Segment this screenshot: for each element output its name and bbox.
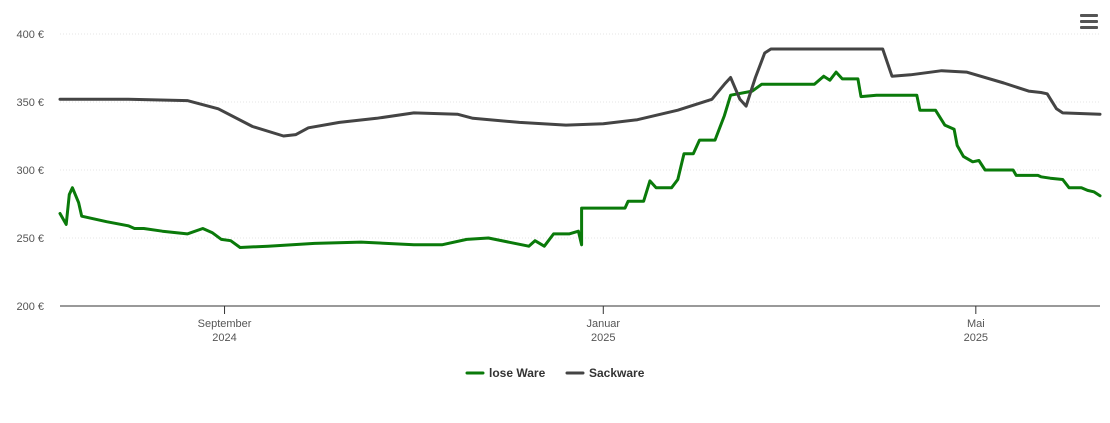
y-tick-label: 400 € [16, 29, 44, 41]
series-group [58, 47, 1102, 249]
y-tick-label: 350 € [16, 97, 44, 109]
y-tick-label: 300 € [16, 165, 44, 177]
legend-label: lose Ware [489, 366, 546, 380]
x-tick-label-month: September [198, 318, 252, 330]
series-line-lose-ware[interactable] [58, 70, 1102, 249]
x-tick-label-year: 2025 [964, 332, 988, 344]
legend-item-sackware[interactable]: Sackware [565, 366, 645, 380]
y-tick-label: 250 € [16, 233, 44, 245]
axes: 200 € 250 € 300 € 350 € 400 € September 2024 Ja… [16, 29, 1100, 344]
legend-label: Sackware [589, 366, 645, 380]
x-tick-label-month: Mai [967, 318, 985, 330]
x-tick-label-month: Januar [586, 318, 620, 330]
x-tick-label-year: 2024 [212, 332, 236, 344]
y-tick-label: 200 € [16, 301, 44, 313]
legend: lose Ware Sackware [465, 366, 645, 380]
hamburger-menu-icon[interactable] [1080, 14, 1098, 29]
grid [60, 33, 1100, 239]
legend-item-lose-ware[interactable]: lose Ware [465, 366, 546, 380]
series-line-sackware[interactable] [58, 47, 1102, 138]
x-tick-label-year: 2025 [591, 332, 615, 344]
